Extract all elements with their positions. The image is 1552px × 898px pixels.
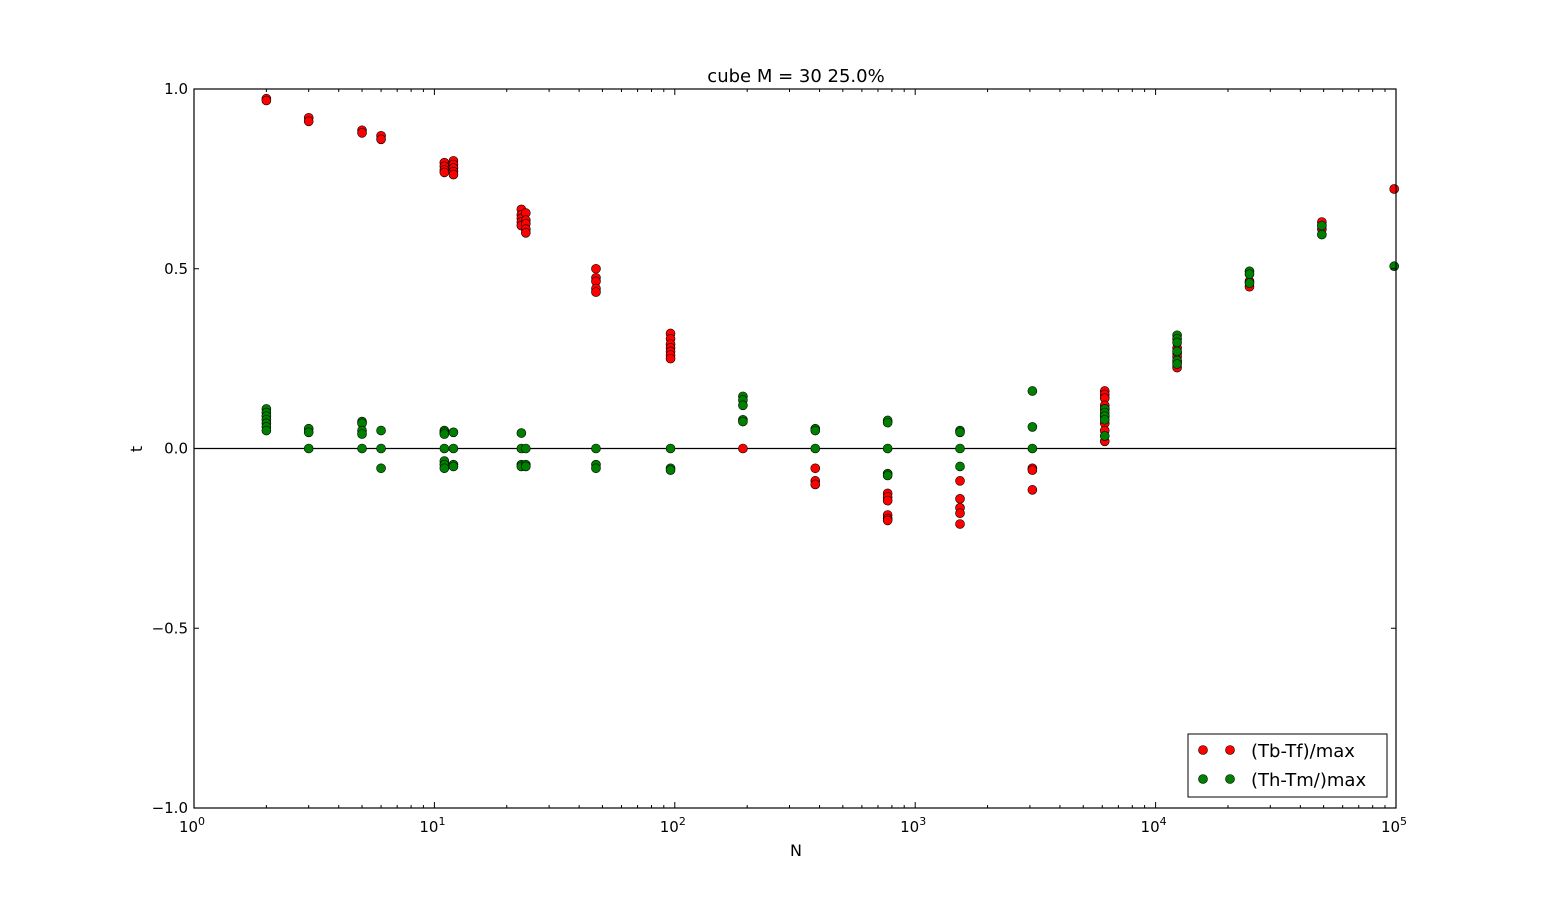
data-point (448, 169, 459, 180)
data-point (439, 429, 450, 439)
legend-marker-th-tm (1198, 774, 1208, 784)
data-point (738, 416, 748, 427)
data-point (665, 465, 676, 475)
legend-label-th-tm: (Th-Tm/)max (1251, 770, 1366, 791)
data-point (1244, 269, 1255, 279)
data-point (1244, 278, 1255, 288)
data-point (448, 443, 459, 454)
data-point (955, 427, 965, 438)
x-tick-label: 100 (179, 815, 205, 836)
data-point (665, 353, 676, 364)
x-tick-label: 103 (900, 815, 926, 836)
y-tick-label: −1.0 (152, 799, 188, 817)
data-point (810, 463, 821, 474)
legend: (Tb-Tf)/max (Th-Tm/)max (1187, 733, 1388, 798)
data-point (1027, 386, 1038, 396)
data-point (303, 443, 314, 454)
data-point (261, 95, 272, 106)
data-point (738, 400, 748, 411)
data-point (882, 443, 893, 454)
y-axis-label: t (127, 446, 146, 452)
data-point (882, 470, 893, 481)
data-point (810, 479, 821, 490)
data-point (955, 476, 965, 486)
data-point (376, 463, 386, 474)
y-tick-label: 1.0 (164, 80, 188, 98)
legend-marker-tb-tf (1198, 745, 1208, 755)
x-tick-label: 102 (660, 815, 686, 836)
data-point (955, 461, 965, 472)
data-point (810, 425, 821, 436)
data-point (357, 429, 367, 439)
data-point (810, 443, 821, 454)
data-point (882, 417, 893, 428)
data-point (1027, 465, 1038, 475)
data-point (665, 443, 676, 454)
data-point (1172, 337, 1182, 348)
data-point (1172, 346, 1182, 357)
data-point (1317, 229, 1327, 240)
data-point (439, 463, 450, 474)
data-point (955, 519, 965, 529)
data-point (520, 228, 531, 238)
data-point (1099, 431, 1110, 441)
y-tick-label: 0.0 (164, 440, 188, 458)
data-point (520, 443, 531, 454)
legend-marker-th-tm (1225, 774, 1235, 784)
data-point (376, 134, 386, 145)
legend-frame (1187, 733, 1388, 798)
data-point (1027, 443, 1038, 454)
y-tick-label: −0.5 (152, 619, 188, 637)
data-point (591, 443, 601, 454)
data-point (955, 443, 965, 454)
data-point (1027, 485, 1038, 495)
data-point (1099, 414, 1110, 425)
data-point (376, 425, 386, 436)
data-point (357, 443, 367, 454)
data-point (520, 461, 531, 472)
data-point (1389, 184, 1400, 194)
data-point (955, 494, 965, 504)
legend-label-tb-tf: (Tb-Tf)/max (1251, 741, 1355, 762)
data-point (591, 287, 601, 297)
data-point (448, 427, 459, 438)
x-tick-label: 105 (1381, 815, 1407, 836)
y-tick-label: 0.5 (164, 260, 188, 278)
data-point (1027, 422, 1038, 432)
x-axis-label: N (790, 841, 802, 860)
data-point (591, 263, 601, 274)
data-point (1172, 359, 1182, 369)
x-tick-label: 104 (1141, 815, 1167, 836)
data-point (1389, 261, 1400, 272)
data-point (376, 443, 386, 454)
data-point (1317, 220, 1327, 231)
data-point (357, 128, 367, 138)
data-point (738, 443, 748, 454)
data-point (882, 495, 893, 506)
plot-area (194, 93, 1400, 529)
x-tick-label: 101 (419, 815, 445, 836)
data-point (882, 515, 893, 526)
data-point (261, 425, 272, 436)
data-point (591, 463, 601, 474)
series-1-points (261, 220, 1400, 481)
data-point (516, 428, 527, 438)
data-point (439, 443, 450, 454)
legend-marker-tb-tf (1225, 745, 1235, 755)
data-point (303, 116, 314, 127)
chart-title: cube M = 30 25.0% (707, 66, 884, 87)
data-point (955, 508, 965, 519)
data-point (439, 167, 450, 178)
data-point (303, 427, 314, 438)
data-point (448, 461, 459, 472)
